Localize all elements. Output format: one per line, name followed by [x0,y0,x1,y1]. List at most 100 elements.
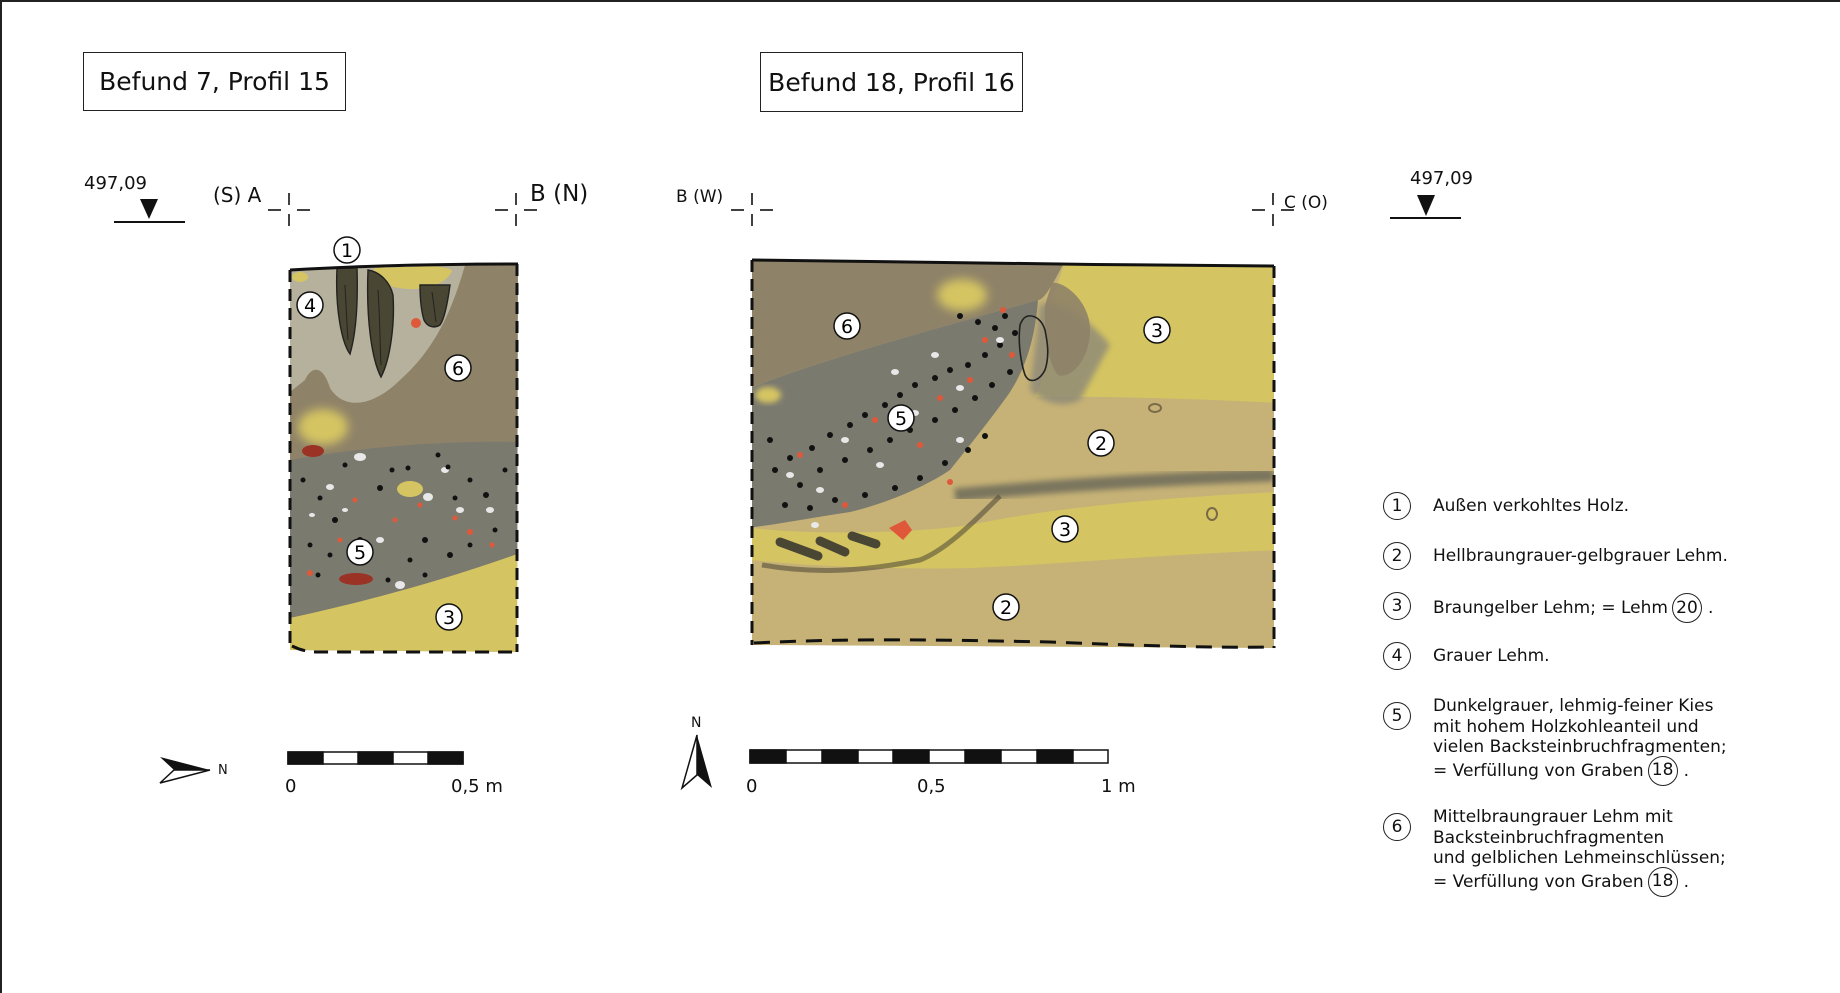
legend-text: Braungelber Lehm; = Lehm [1433,598,1668,618]
scale-left-start: 0 [285,776,297,797]
legend-text: Mittelbraungrauer Lehm mit [1433,807,1673,827]
svg-text:2: 2 [1000,597,1012,619]
brick-fragment [889,520,912,540]
legend-number: 4 [1383,642,1411,670]
layer-3-fill [290,553,518,652]
legend-number: 1 [1383,492,1411,520]
gravel-specks [300,452,508,589]
profile-16-outline [750,258,1276,649]
svg-text:5: 5 [354,542,366,564]
legend-text: = Verfüllung von Graben [1433,871,1644,892]
yellow-inclusion [372,265,452,290]
scale-right-mid: 0,5 [917,776,946,797]
scale-bar-right [749,749,1109,764]
svg-text:3: 3 [1059,519,1071,541]
crosshair-b-n [495,193,537,226]
layer-label: 6 [444,354,472,382]
yellow-inclusion [292,272,308,282]
profile-16 [752,260,1274,648]
legend-reference-circle: 18 [1647,866,1678,897]
scale-bar-left [287,751,464,765]
profile-point-b-w-label: B (W) [676,187,724,207]
legend-suffix: . [1707,598,1714,618]
legend-text: = Verfüllung von Graben [1433,760,1644,781]
legend-suffix: . [1683,760,1690,781]
legend-number: 6 [1383,813,1411,841]
svg-text:6: 6 [452,358,464,380]
height-marker-left-value: 497,09 [84,173,147,194]
layer-label: 1 [333,236,361,264]
charcoal-piece [775,537,823,561]
layer-label: 2 [1087,429,1115,457]
north-arrow-left [159,757,211,784]
legend-item-4: 4 Grauer Lehm. [1383,642,1550,670]
legend-text: Hellbraungrauer-gelbgrauer Lehm. [1433,546,1728,566]
legend-text: Grauer Lehm. [1433,646,1550,666]
svg-text:2: 2 [1095,433,1107,455]
legend-suffix: . [1683,871,1690,892]
legend-reference-circle: 18 [1647,755,1678,786]
profile-point-c-o-label: C (O) [1284,193,1328,213]
legend-text: Backsteinbruchfragmenten [1433,827,1665,848]
profile-15-outline [288,262,519,654]
legend-number: 5 [1383,702,1411,730]
north-label-right: N [691,715,702,731]
ring-mark [1148,403,1162,413]
legend-item-5: 5 Dunkelgrauer, lehmig-feiner Kies mit h… [1383,696,1727,786]
profile-point-a-label: (S) A [213,183,262,207]
svg-text:4: 4 [304,295,316,317]
svg-text:1: 1 [341,240,353,262]
legend-reference-circle: 20 [1671,593,1702,623]
crosshair-c-o [1252,193,1294,226]
layer-label: 4 [296,291,324,319]
charred-post-1 [335,267,359,356]
legend-number: 3 [1383,592,1411,620]
scale-right-start: 0 [746,776,758,797]
legend-text: mit hohem Holzkohleanteil und [1433,716,1699,737]
layer-label: 5 [346,538,374,566]
yellow-inclusion [755,387,781,403]
legend-item-6: 6 Mittelbraungrauer Lehm mit Backsteinbr… [1383,807,1726,897]
layer-6-fill [752,260,1068,390]
height-marker-left-symbol [114,199,185,223]
layer-label: 2 [992,593,1020,621]
layer-label: 3 [1051,515,1079,543]
crosshair-b-w [731,193,773,226]
legend-number: 2 [1383,542,1411,570]
svg-text:3: 3 [443,607,455,629]
gravel-specks [767,307,1018,528]
north-arrow-right [680,734,712,791]
profile-point-b-n-label: B (N) [530,181,589,207]
legend-text: Außen verkohltes Holz. [1433,496,1630,516]
charcoal-streak [761,494,1002,573]
svg-text:5: 5 [895,408,907,430]
layer-labels-profile-15: 1 4 6 5 3 [296,236,472,631]
charcoal-piece [847,531,881,549]
legend-item-1: 1 Außen verkohltes Holz. [1383,492,1629,520]
legend-item-2: 2 Hellbraungrauer-gelbgrauer Lehm. [1383,542,1728,570]
charcoal-piece [815,536,850,557]
yellow-inclusion [937,279,987,311]
layer-label: 3 [1143,316,1171,344]
title-box-befund-7: Befund 7, Profil 15 [83,52,346,111]
legend-text: und gelblichen Lehmeinschlüssen; [1433,848,1726,868]
scale-right-end: 1 m [1101,776,1136,797]
crosshair-a [268,193,310,226]
ring-mark [1206,507,1218,521]
legend-text: vielen Backsteinbruchfragmenten; [1433,737,1727,757]
title-befund-7: Befund 7, Profil 15 [99,67,330,96]
layer-label: 6 [833,312,861,340]
height-marker-right-value: 497,09 [1410,168,1473,189]
layer-label: 5 [887,404,915,432]
legend-item-3: 3 Braungelber Lehm; = Lehm 20. [1383,592,1713,623]
svg-text:6: 6 [841,316,853,338]
height-marker-right-symbol [1390,195,1461,219]
layer-5-fill [290,441,518,620]
brick-fragment [339,573,373,585]
svg-text:3: 3 [1151,320,1163,342]
brick-fragment [302,445,324,457]
charred-post-2 [366,269,395,379]
charred-log-outline [1018,315,1049,382]
